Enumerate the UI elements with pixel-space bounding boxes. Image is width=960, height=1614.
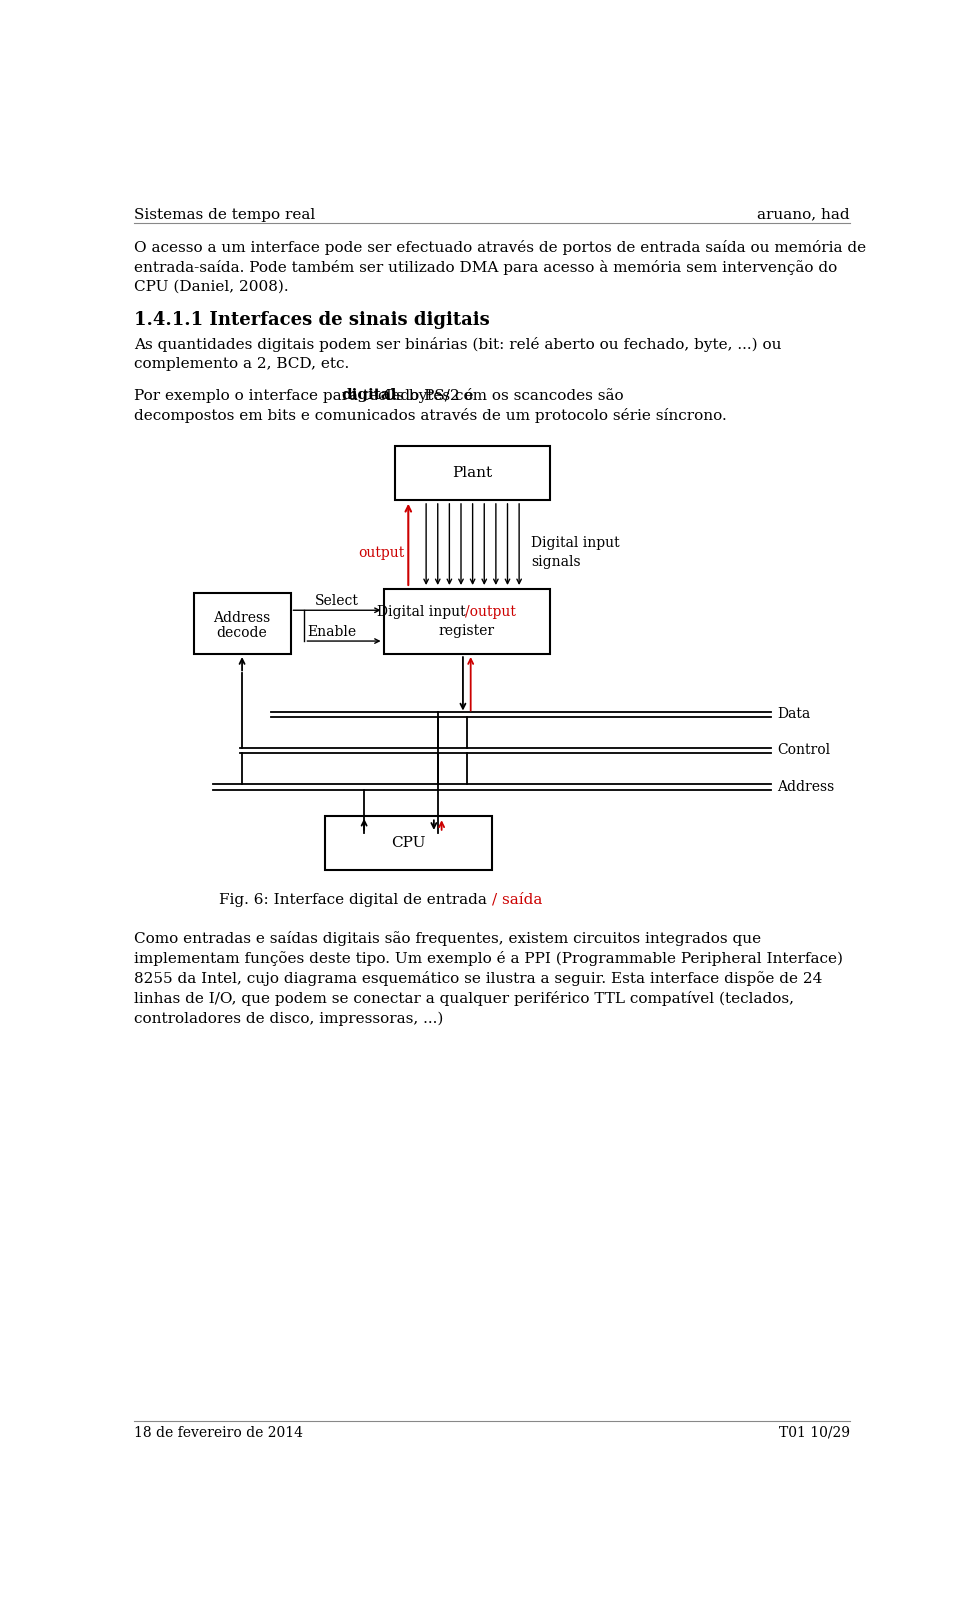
Text: output: output: [358, 546, 404, 560]
Text: Select: Select: [315, 594, 359, 608]
Bar: [194, 592, 291, 654]
Text: Address: Address: [778, 780, 834, 794]
Text: Como entradas e saídas digitais são frequentes, existem circuitos integrados que: Como entradas e saídas digitais são freq…: [134, 931, 761, 946]
Text: CPU (Daniel, 2008).: CPU (Daniel, 2008).: [134, 279, 289, 294]
Text: Enable: Enable: [307, 625, 357, 639]
Text: As quantidades digitais podem ser binárias (bit: relé aberto ou fechado, byte, .: As quantidades digitais podem ser binári…: [134, 337, 781, 352]
Bar: [325, 815, 492, 870]
Text: decompostos em bits e comunicados através de um protocolo série síncrono.: decompostos em bits e comunicados atravé…: [134, 408, 727, 423]
Text: complemento a 2, BCD, etc.: complemento a 2, BCD, etc.: [134, 357, 349, 371]
Bar: [383, 589, 550, 654]
Text: 8255 da Intel, cujo diagrama esquemático se ilustra a seguir. Esta interface dis: 8255 da Intel, cujo diagrama esquemático…: [134, 972, 823, 986]
Text: implementam funções deste tipo. Um exemplo é a PPI (Programmable Peripheral Inte: implementam funções deste tipo. Um exemp…: [134, 951, 843, 967]
Text: . Os bytes com os scancodes são: . Os bytes com os scancodes são: [374, 387, 624, 402]
Text: aruano, had: aruano, had: [757, 208, 850, 221]
Text: 18 de fevereiro de 2014: 18 de fevereiro de 2014: [134, 1425, 303, 1440]
Text: controladores de disco, impressoras, ...): controladores de disco, impressoras, ...…: [134, 1012, 444, 1027]
Text: Address: Address: [213, 612, 271, 625]
Text: linhas de I/O, que podem se conectar a qualquer periférico TTL compatível (tecla: linhas de I/O, que podem se conectar a q…: [134, 991, 794, 1007]
Text: decode: decode: [217, 626, 268, 639]
Text: entrada-saída. Pode também ser utilizado DMA para acesso à memória sem intervenç: entrada-saída. Pode também ser utilizado…: [134, 260, 837, 274]
Text: 1.4.1.1 Interfaces de sinais digitais: 1.4.1.1 Interfaces de sinais digitais: [134, 312, 490, 329]
Text: Por exemplo o interface para teclado PS/2 é: Por exemplo o interface para teclado PS/…: [134, 387, 478, 404]
Text: / saída: / saída: [492, 893, 542, 907]
Bar: [396, 445, 550, 500]
Text: CPU: CPU: [392, 836, 426, 851]
Text: Digital input: Digital input: [376, 605, 466, 618]
Text: register: register: [439, 625, 494, 638]
Text: /output: /output: [466, 605, 516, 618]
Text: Data: Data: [778, 707, 810, 721]
Text: Fig. 6: Interface digital de entrada: Fig. 6: Interface digital de entrada: [219, 893, 492, 907]
Text: digital: digital: [341, 387, 396, 402]
Text: O acesso a um interface pode ser efectuado através de portos de entrada saída ou: O acesso a um interface pode ser efectua…: [134, 240, 866, 255]
Text: T01 10/29: T01 10/29: [780, 1425, 850, 1440]
Text: Sistemas de tempo real: Sistemas de tempo real: [134, 208, 315, 221]
Text: Plant: Plant: [452, 466, 492, 481]
Text: Digital input
signals: Digital input signals: [531, 536, 619, 568]
Text: Control: Control: [778, 744, 830, 757]
